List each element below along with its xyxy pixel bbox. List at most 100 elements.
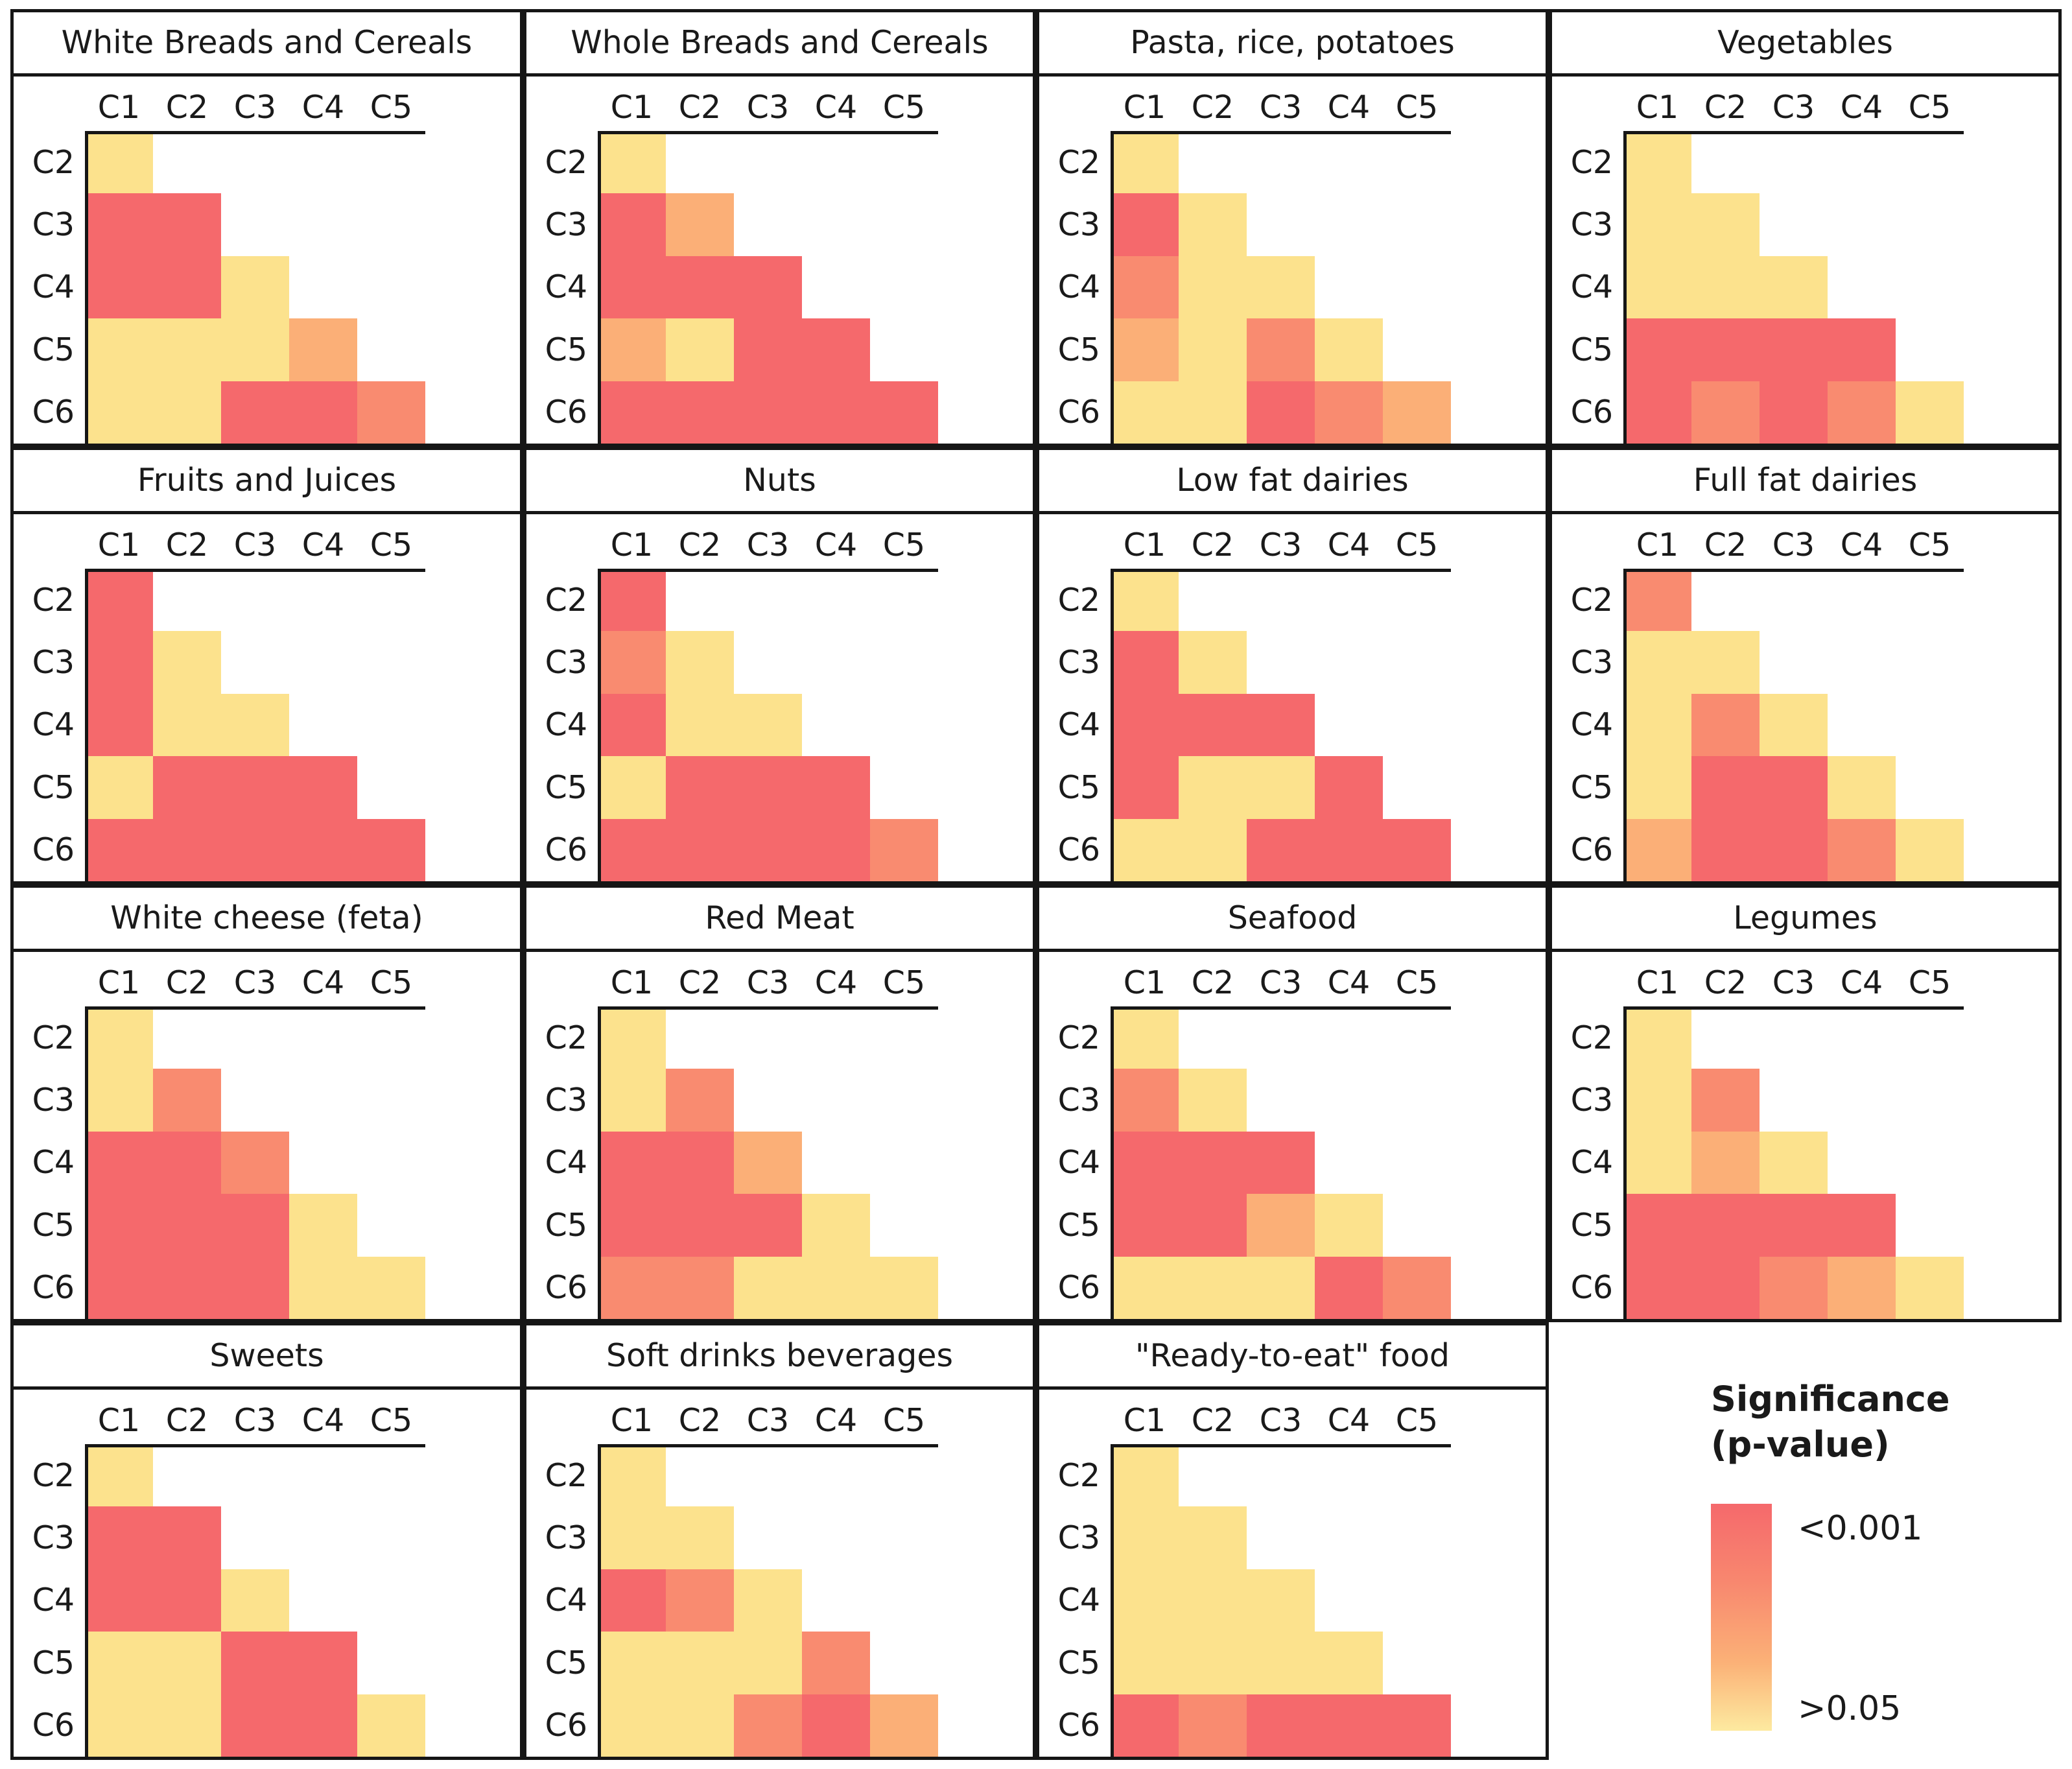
heatmap-cell <box>598 255 666 319</box>
heatmap-cell <box>1623 131 1691 194</box>
row-label: C3 <box>545 644 587 682</box>
heatmap-cell <box>666 1506 734 1569</box>
heatmap-cell <box>221 1256 289 1319</box>
row-label: C3 <box>1570 206 1613 244</box>
heatmap-cell <box>1760 318 1828 381</box>
heatmap-cell <box>666 1069 734 1132</box>
panel-title-text: Full fat dairies <box>1693 462 1918 499</box>
heatmap-cell <box>802 1506 870 1569</box>
heatmap-plot: C1 C2 C3 C4 C5 C2 C3 C4 C5 C6 <box>526 77 1033 444</box>
heatmap-cell <box>1760 569 1828 631</box>
legend-title: Significance (p-value) <box>1711 1377 2062 1467</box>
heatmap-cell <box>1111 1131 1179 1194</box>
row-label: C5 <box>32 1206 75 1244</box>
col-label: C1 <box>610 1402 653 1439</box>
heatmap-cell <box>734 1006 802 1069</box>
heatmap-cell <box>221 631 289 693</box>
col-label: C1 <box>610 527 653 564</box>
heatmap-cell <box>1760 381 1828 444</box>
heatmap-panel: Nuts C1 C2 C3 C4 C5 C2 C3 C4 C5 C6 <box>523 447 1036 884</box>
row-label: C6 <box>1057 831 1100 869</box>
heatmap-cell <box>357 256 425 318</box>
heatmap-cell <box>357 1506 425 1569</box>
heatmap-cell <box>357 1632 425 1694</box>
heatmap-cell <box>153 1506 221 1569</box>
heatmap-cell <box>1247 1194 1315 1257</box>
heatmap-cell <box>1383 631 1451 693</box>
heatmap-cell <box>666 569 734 631</box>
panel-title-text: Seafood <box>1227 899 1358 937</box>
panel-title: Legumes <box>1552 888 2058 952</box>
heatmap-cell <box>221 193 289 255</box>
row-label: C2 <box>1570 143 1613 181</box>
row-label: C5 <box>32 768 75 806</box>
heatmap-cell <box>1760 693 1828 757</box>
heatmap-cell <box>734 131 802 193</box>
heatmap-cell <box>1247 1569 1315 1632</box>
heatmap-cell <box>1828 818 1896 881</box>
heatmap-cell <box>221 1506 289 1569</box>
row-label: C6 <box>32 1269 75 1307</box>
col-label: C4 <box>1327 964 1371 1001</box>
heatmap-panel: Low fat dairies C1 C2 C3 C4 C5 C2 C3 C4 C5 C6 <box>1036 447 1549 884</box>
row-label: C4 <box>1570 1144 1613 1181</box>
col-label: C3 <box>233 527 277 564</box>
heatmap-cell <box>1623 569 1691 632</box>
col-label: C4 <box>814 527 858 564</box>
heatmap-cell <box>666 381 734 444</box>
heatmap-cell <box>598 318 666 381</box>
heatmap-cell <box>734 1569 802 1632</box>
legend-colorbar-labels: <0.001 >0.05 <box>1798 1504 1922 1731</box>
heatmap-cell <box>85 255 153 319</box>
heatmap-cell <box>598 1569 666 1632</box>
heatmap-cell <box>1691 1006 1760 1069</box>
heatmap-cell <box>1111 1694 1179 1757</box>
col-label: C4 <box>814 964 858 1001</box>
heatmap-cell <box>734 1694 802 1757</box>
heatmap-cell <box>1179 756 1247 819</box>
col-label: C4 <box>301 964 345 1001</box>
heatmap-cell <box>1760 1194 1828 1257</box>
col-label: C3 <box>1259 1402 1302 1439</box>
heatmap-cell <box>598 756 666 819</box>
heatmap-cell <box>357 131 425 193</box>
panel-title-text: Legumes <box>1733 899 1878 937</box>
col-label: C1 <box>97 1402 141 1439</box>
heatmap-cell <box>1828 1069 1896 1131</box>
heatmap-cell <box>357 318 425 381</box>
heatmap-cell <box>1691 1194 1760 1257</box>
row-label: C6 <box>1057 394 1100 431</box>
heatmap-cell <box>1383 131 1451 193</box>
legend-colorbar <box>1711 1504 1772 1731</box>
row-label: C6 <box>1570 1269 1613 1307</box>
row-label: C5 <box>1057 331 1100 368</box>
heatmap-cell <box>289 569 357 631</box>
heatmap-cell <box>1179 381 1247 444</box>
heatmap-cell <box>870 818 938 881</box>
row-label: C6 <box>1570 394 1613 431</box>
col-label: C2 <box>1191 1402 1234 1439</box>
heatmap-cell <box>802 1632 870 1694</box>
heatmap-cell <box>1760 631 1828 693</box>
heatmap-plot: C1 C2 C3 C4 C5 C2 C3 C4 C5 C6 <box>1039 77 1546 444</box>
heatmap-cell <box>85 1069 153 1132</box>
col-label: C2 <box>1191 527 1234 564</box>
row-label: C4 <box>545 1582 587 1619</box>
heatmap-cell <box>1691 1256 1760 1319</box>
col-label: C4 <box>301 89 345 126</box>
row-label: C4 <box>1057 706 1100 744</box>
heatmap-cell <box>1111 1069 1179 1132</box>
heatmap-cell <box>1383 1006 1451 1069</box>
panel-title-text: Low fat dairies <box>1176 462 1409 499</box>
heatmap-cell <box>1896 694 1964 756</box>
row-label: C3 <box>32 644 75 682</box>
heatmap-plot: C1 C2 C3 C4 C5 C2 C3 C4 C5 C6 <box>1552 952 2058 1319</box>
col-label: C1 <box>610 964 653 1001</box>
heatmap-cell <box>1383 756 1451 818</box>
panel-title: Vegetables <box>1552 12 2058 77</box>
heatmap-cell <box>1896 131 1964 193</box>
heatmap-cell <box>870 1694 938 1757</box>
row-label: C6 <box>32 1707 75 1744</box>
heatmap-cell <box>1179 1632 1247 1694</box>
heatmap-cell <box>1179 693 1247 757</box>
